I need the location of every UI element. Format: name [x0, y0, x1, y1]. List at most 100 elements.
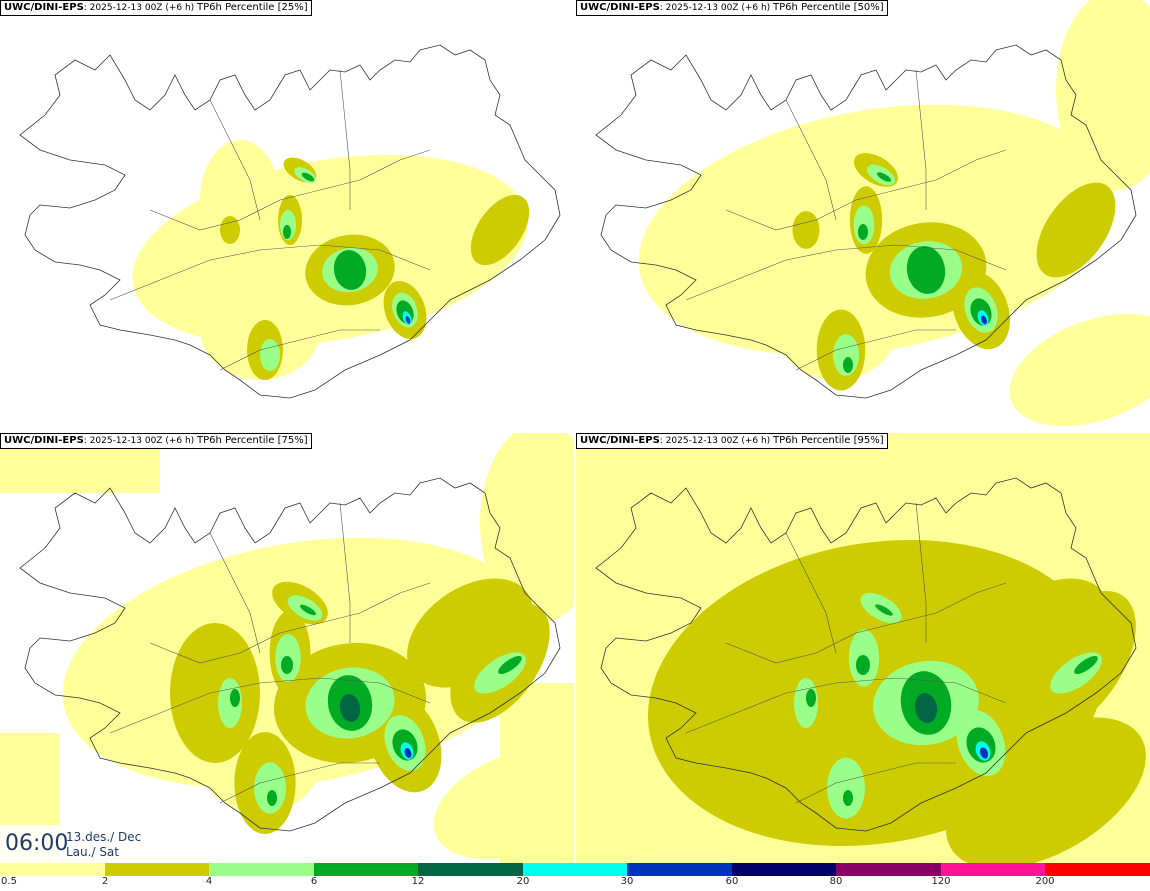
colorbar-label: 12 [411, 876, 425, 887]
precip-map [0, 433, 574, 863]
precip-area [806, 689, 816, 707]
precip-area [875, 604, 893, 616]
precip-area [981, 315, 987, 325]
colorbar-label: 60 [725, 876, 739, 887]
precip-area [339, 694, 361, 722]
map-panel-p50: UWC/DINI-EPS: 2025-12-13 00Z (+6 h) TP6h… [576, 0, 1150, 430]
field-name: TP6h Percentile [95%] [773, 435, 884, 446]
model-name: UWC/DINI-EPS [4, 435, 84, 446]
model-name: UWC/DINI-EPS [580, 2, 660, 13]
colorbar-swatch [627, 863, 732, 876]
precip-area [301, 172, 315, 182]
road-line [219, 762, 380, 804]
colorbar-swatch [0, 863, 105, 876]
precip-area [333, 250, 367, 290]
road-line [685, 677, 1007, 734]
precip-area [843, 357, 853, 373]
map-panel-p25: UWC/DINI-EPS: 2025-12-13 00Z (+6 h) TP6h… [0, 0, 574, 430]
precip-area [230, 689, 240, 707]
road-line [685, 244, 1007, 301]
precip-area [404, 747, 412, 759]
road-line [725, 149, 1007, 231]
road-line [725, 582, 1007, 664]
precip-area [979, 747, 989, 759]
precip-area [1074, 655, 1098, 675]
colorbar-label: 20 [516, 876, 530, 887]
colorbar-label: 120 [931, 876, 951, 887]
road-line [109, 244, 431, 301]
precip-area [220, 216, 240, 244]
precip-area [200, 140, 280, 260]
precip-area [500, 683, 574, 863]
colorbar-label: 80 [829, 876, 843, 887]
field-name: TP6h Percentile [50%] [773, 2, 884, 13]
model-name: UWC/DINI-EPS [580, 435, 660, 446]
run-info: 2025-12-13 00Z (+6 h) [665, 436, 771, 446]
valid-date: 13.des./ Dec [66, 830, 142, 844]
precip-map [19, 44, 561, 399]
run-info: 2025-12-13 00Z (+6 h) [89, 436, 195, 446]
road-line [785, 532, 837, 654]
precip-map [595, 0, 1150, 427]
precip-map [576, 433, 1150, 863]
precip-area [1009, 313, 1150, 427]
panel-title: UWC/DINI-EPS: 2025-12-13 00Z (+6 h) TP6h… [576, 0, 888, 16]
colorbar-label: 200 [1035, 876, 1055, 887]
coastline [19, 44, 561, 399]
road-line [209, 532, 261, 654]
field-name: TP6h Percentile [25%] [197, 2, 308, 13]
colorbar-swatch [209, 863, 314, 876]
precip-area [254, 762, 286, 814]
road-line [149, 582, 431, 664]
coastline [19, 477, 561, 832]
colorbar-swatch [105, 863, 209, 876]
precip-area [856, 655, 870, 675]
precip-area [283, 225, 291, 239]
colorbar-swatch [418, 863, 523, 876]
panel-title: UWC/DINI-EPS: 2025-12-13 00Z (+6 h) TP6h… [0, 0, 312, 16]
road-line [339, 69, 351, 210]
precip-area [858, 224, 868, 240]
precip-area [498, 655, 522, 675]
road-line [209, 99, 261, 221]
colorbar [0, 863, 1150, 876]
colorbar-label: 0.5 [1, 876, 17, 887]
valid-time: 06:00 [5, 831, 69, 856]
colorbar-swatch [314, 863, 418, 876]
colorbar-swatch [523, 863, 627, 876]
precip-area [906, 246, 946, 294]
precip-area [405, 316, 411, 324]
precip-area [300, 604, 316, 616]
map-panel-p75: UWC/DINI-EPS: 2025-12-13 00Z (+6 h) TP6h… [0, 433, 574, 863]
road-line [109, 677, 431, 734]
colorbar-swatch [941, 863, 1045, 876]
precip-area [1036, 182, 1116, 278]
panel-title: UWC/DINI-EPS: 2025-12-13 00Z (+6 h) TP6h… [576, 433, 888, 449]
model-name: UWC/DINI-EPS [4, 2, 84, 13]
precip-area [470, 194, 530, 266]
valid-time-box: 06:00 13.des./ Dec Lau./ Sat [0, 825, 148, 863]
precip-area [260, 339, 280, 371]
road-line [795, 762, 956, 804]
panel-title: UWC/DINI-EPS: 2025-12-13 00Z (+6 h) TP6h… [0, 433, 312, 449]
precip-area [914, 693, 938, 723]
precip-area [281, 656, 293, 674]
colorbar-label: 30 [620, 876, 634, 887]
colorbar-swatch [732, 863, 836, 876]
road-line [219, 329, 380, 371]
valid-weekday: Lau./ Sat [66, 845, 119, 859]
colorbar-label: 2 [101, 876, 109, 887]
map-panel-p95: UWC/DINI-EPS: 2025-12-13 00Z (+6 h) TP6h… [576, 433, 1150, 863]
field-name: TP6h Percentile [75%] [197, 435, 308, 446]
road-line [149, 149, 431, 231]
run-info: 2025-12-13 00Z (+6 h) [665, 3, 771, 13]
road-line [785, 99, 837, 221]
colorbar-swatch [1045, 863, 1150, 876]
precip-area [827, 757, 865, 819]
colorbar-label: 6 [310, 876, 318, 887]
colorbar-swatch [836, 863, 941, 876]
road-line [795, 329, 956, 371]
road-line [915, 502, 927, 643]
road-line [915, 69, 927, 210]
precip-area [170, 623, 260, 763]
